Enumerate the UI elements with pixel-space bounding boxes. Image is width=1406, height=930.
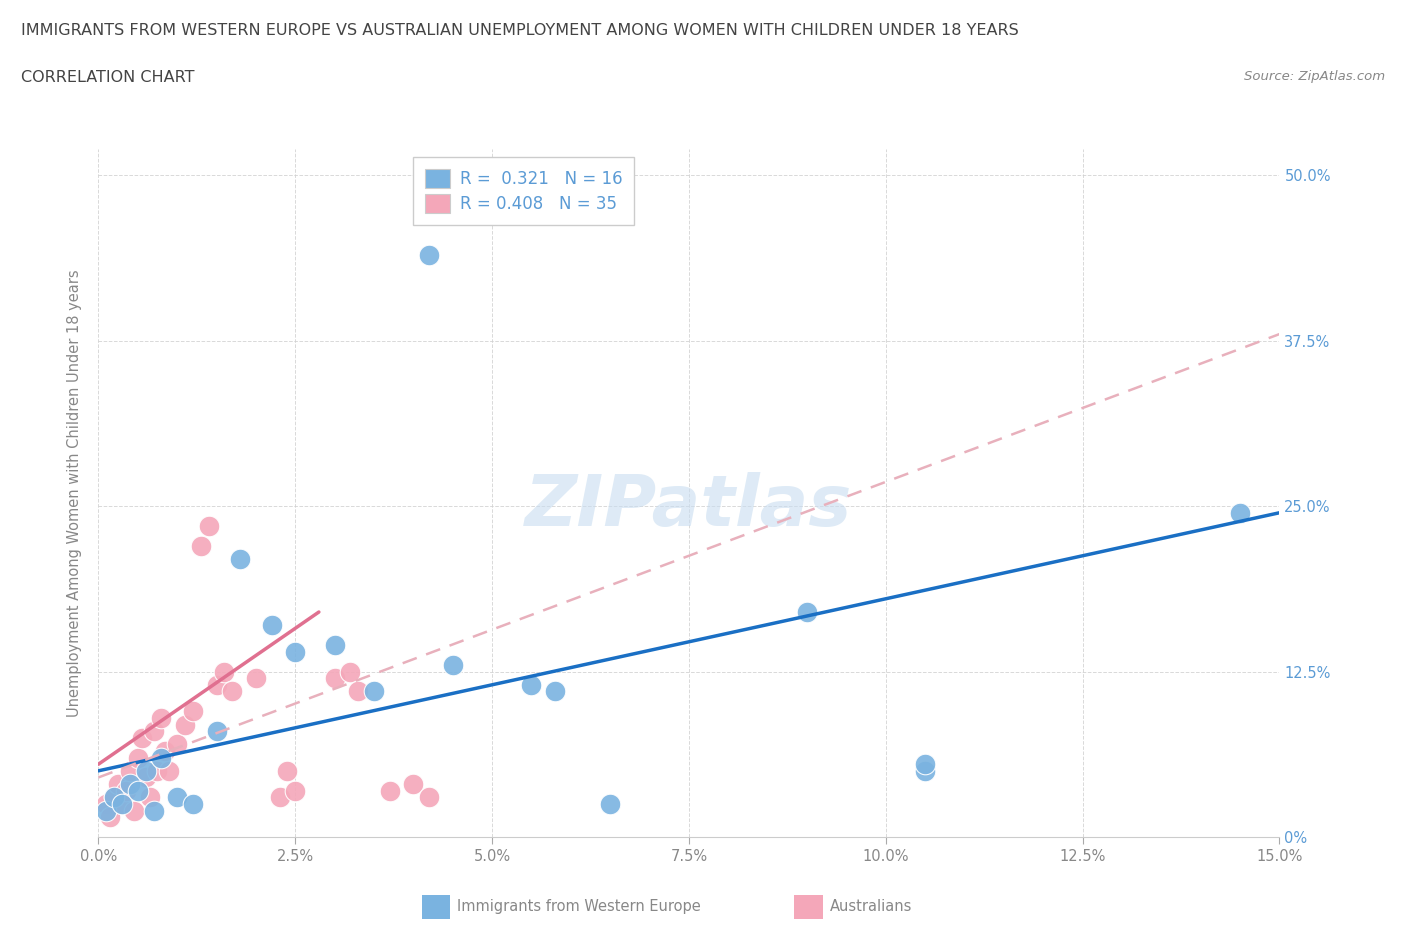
- Point: [135, 764, 157, 778]
- Point: [103, 790, 125, 804]
- Legend: R =  0.321   N = 16, R = 0.408   N = 35: R = 0.321 N = 16, R = 0.408 N = 35: [413, 157, 634, 225]
- Point: [544, 684, 567, 698]
- Point: [127, 751, 149, 765]
- Point: [441, 658, 464, 672]
- Y-axis label: Unemployment Among Women with Children Under 18 years: Unemployment Among Women with Children U…: [67, 269, 83, 717]
- Point: [245, 671, 267, 685]
- Point: [146, 764, 169, 778]
- Point: [221, 684, 243, 698]
- Point: [107, 777, 129, 791]
- Point: [142, 804, 165, 818]
- Point: [323, 638, 346, 653]
- Point: [520, 677, 543, 692]
- Point: [181, 704, 204, 719]
- Point: [363, 684, 385, 698]
- Point: [378, 783, 401, 798]
- Point: [96, 804, 118, 818]
- Point: [142, 724, 165, 738]
- Point: [276, 764, 298, 778]
- Text: Immigrants from Western Europe: Immigrants from Western Europe: [457, 899, 700, 914]
- Text: CORRELATION CHART: CORRELATION CHART: [21, 70, 194, 85]
- Point: [284, 644, 307, 659]
- Point: [914, 764, 936, 778]
- Point: [339, 664, 361, 679]
- Point: [131, 730, 153, 745]
- Point: [323, 671, 346, 685]
- Point: [115, 783, 138, 798]
- Point: [111, 796, 134, 811]
- Point: [402, 777, 425, 791]
- Point: [118, 764, 141, 778]
- Point: [229, 551, 252, 566]
- Point: [135, 770, 157, 785]
- Point: [96, 796, 118, 811]
- Point: [118, 777, 141, 791]
- Point: [418, 247, 440, 262]
- Point: [284, 783, 307, 798]
- Point: [155, 744, 177, 759]
- Point: [98, 810, 121, 825]
- Point: [122, 804, 145, 818]
- Point: [214, 664, 236, 679]
- Point: [197, 519, 219, 534]
- Point: [150, 751, 173, 765]
- Point: [166, 790, 188, 804]
- Point: [103, 790, 125, 804]
- Point: [174, 717, 197, 732]
- Text: ZIPatlas: ZIPatlas: [526, 472, 852, 541]
- Text: IMMIGRANTS FROM WESTERN EUROPE VS AUSTRALIAN UNEMPLOYMENT AMONG WOMEN WITH CHILD: IMMIGRANTS FROM WESTERN EUROPE VS AUSTRA…: [21, 23, 1019, 38]
- Point: [127, 783, 149, 798]
- Point: [205, 677, 228, 692]
- Point: [190, 538, 212, 553]
- Point: [111, 796, 134, 811]
- Point: [1229, 505, 1251, 520]
- Point: [205, 724, 228, 738]
- Point: [599, 796, 621, 811]
- Point: [260, 618, 283, 632]
- Point: [796, 604, 818, 619]
- Point: [181, 796, 204, 811]
- Point: [166, 737, 188, 751]
- Point: [914, 757, 936, 772]
- Point: [138, 790, 160, 804]
- Point: [157, 764, 180, 778]
- Text: Australians: Australians: [830, 899, 912, 914]
- Text: Source: ZipAtlas.com: Source: ZipAtlas.com: [1244, 70, 1385, 83]
- Point: [347, 684, 370, 698]
- Point: [269, 790, 291, 804]
- Point: [150, 711, 173, 725]
- Point: [418, 790, 440, 804]
